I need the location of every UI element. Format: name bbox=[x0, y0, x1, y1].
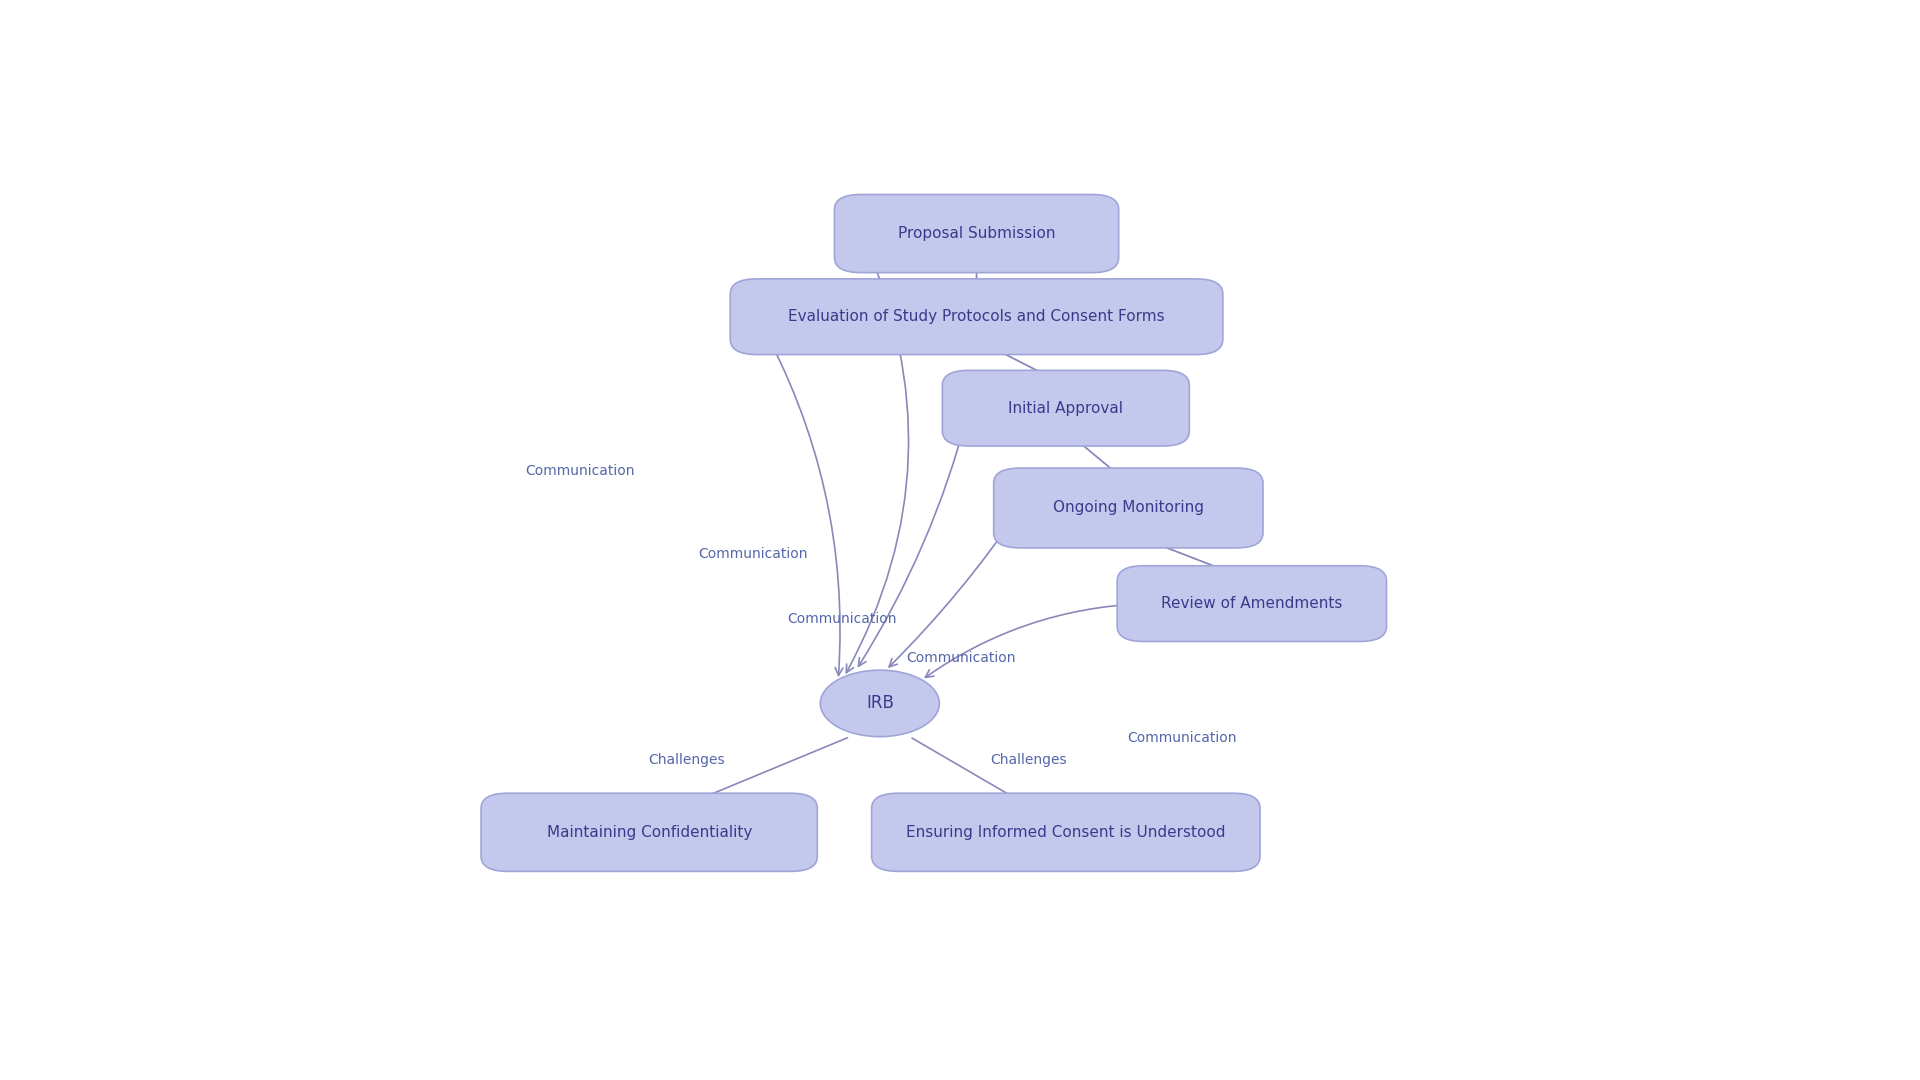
Text: Communication: Communication bbox=[699, 546, 808, 561]
Text: Initial Approval: Initial Approval bbox=[1008, 401, 1123, 416]
Text: Review of Amendments: Review of Amendments bbox=[1162, 596, 1342, 611]
Circle shape bbox=[820, 670, 939, 737]
FancyBboxPatch shape bbox=[995, 468, 1263, 548]
Text: Challenges: Challenges bbox=[649, 753, 724, 767]
Text: Evaluation of Study Protocols and Consent Forms: Evaluation of Study Protocols and Consen… bbox=[789, 309, 1165, 324]
Text: Maintaining Confidentiality: Maintaining Confidentiality bbox=[547, 825, 753, 840]
FancyBboxPatch shape bbox=[835, 194, 1119, 272]
Text: Proposal Submission: Proposal Submission bbox=[899, 226, 1056, 241]
FancyBboxPatch shape bbox=[1117, 566, 1386, 642]
Text: Challenges: Challenges bbox=[991, 753, 1068, 767]
FancyBboxPatch shape bbox=[872, 793, 1260, 872]
FancyBboxPatch shape bbox=[730, 279, 1223, 354]
Text: Communication: Communication bbox=[787, 611, 897, 625]
Text: Ongoing Monitoring: Ongoing Monitoring bbox=[1052, 500, 1204, 515]
Text: IRB: IRB bbox=[866, 694, 895, 713]
Text: Communication: Communication bbox=[1127, 731, 1236, 745]
Text: Communication: Communication bbox=[906, 650, 1016, 664]
FancyBboxPatch shape bbox=[482, 793, 818, 872]
Text: Ensuring Informed Consent is Understood: Ensuring Informed Consent is Understood bbox=[906, 825, 1225, 840]
Text: Communication: Communication bbox=[526, 463, 636, 477]
FancyBboxPatch shape bbox=[943, 370, 1188, 446]
